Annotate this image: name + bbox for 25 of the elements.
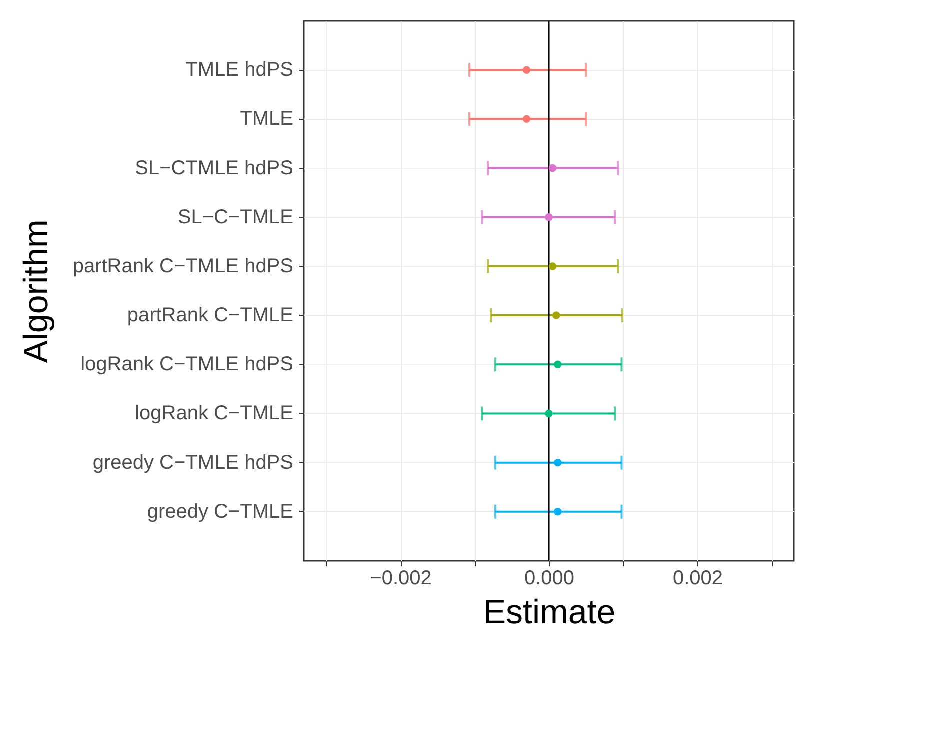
- y-tick-label: logRank C−TMLE: [135, 402, 294, 425]
- point: [554, 458, 562, 467]
- point: [545, 410, 553, 418]
- x-tick-label: 0.002: [672, 568, 724, 590]
- y-tick-label: greedy C−TMLE hdPS: [92, 452, 294, 474]
- point: [522, 115, 531, 124]
- point: [554, 360, 562, 368]
- y-tick-label: SL−CTMLE hdPS: [135, 157, 294, 180]
- point: [522, 66, 531, 74]
- y-tick-label: partRank C−TMLE hdPS: [72, 255, 294, 278]
- x-tick-label: 0.000: [524, 568, 575, 590]
- y-tick-label: SL−C−TMLE: [178, 206, 294, 228]
- point: [548, 164, 557, 172]
- point: [548, 262, 557, 270]
- y-tick-label: logRank C−TMLE hdPS: [80, 354, 294, 376]
- y-tick-label: partRank C−TMLE: [127, 304, 294, 327]
- point: [545, 214, 553, 222]
- y-tick-label: TMLE: [240, 108, 294, 130]
- y-tick-label: greedy C−TMLE: [147, 500, 294, 523]
- point: [552, 312, 560, 320]
- y-tick-label: TMLE hdPS: [186, 59, 294, 82]
- x-tick-label: −0.002: [370, 568, 432, 590]
- x-axis-title: Estimate: [483, 594, 616, 632]
- point: [554, 508, 562, 516]
- y-axis-title: Algorithm: [18, 220, 56, 364]
